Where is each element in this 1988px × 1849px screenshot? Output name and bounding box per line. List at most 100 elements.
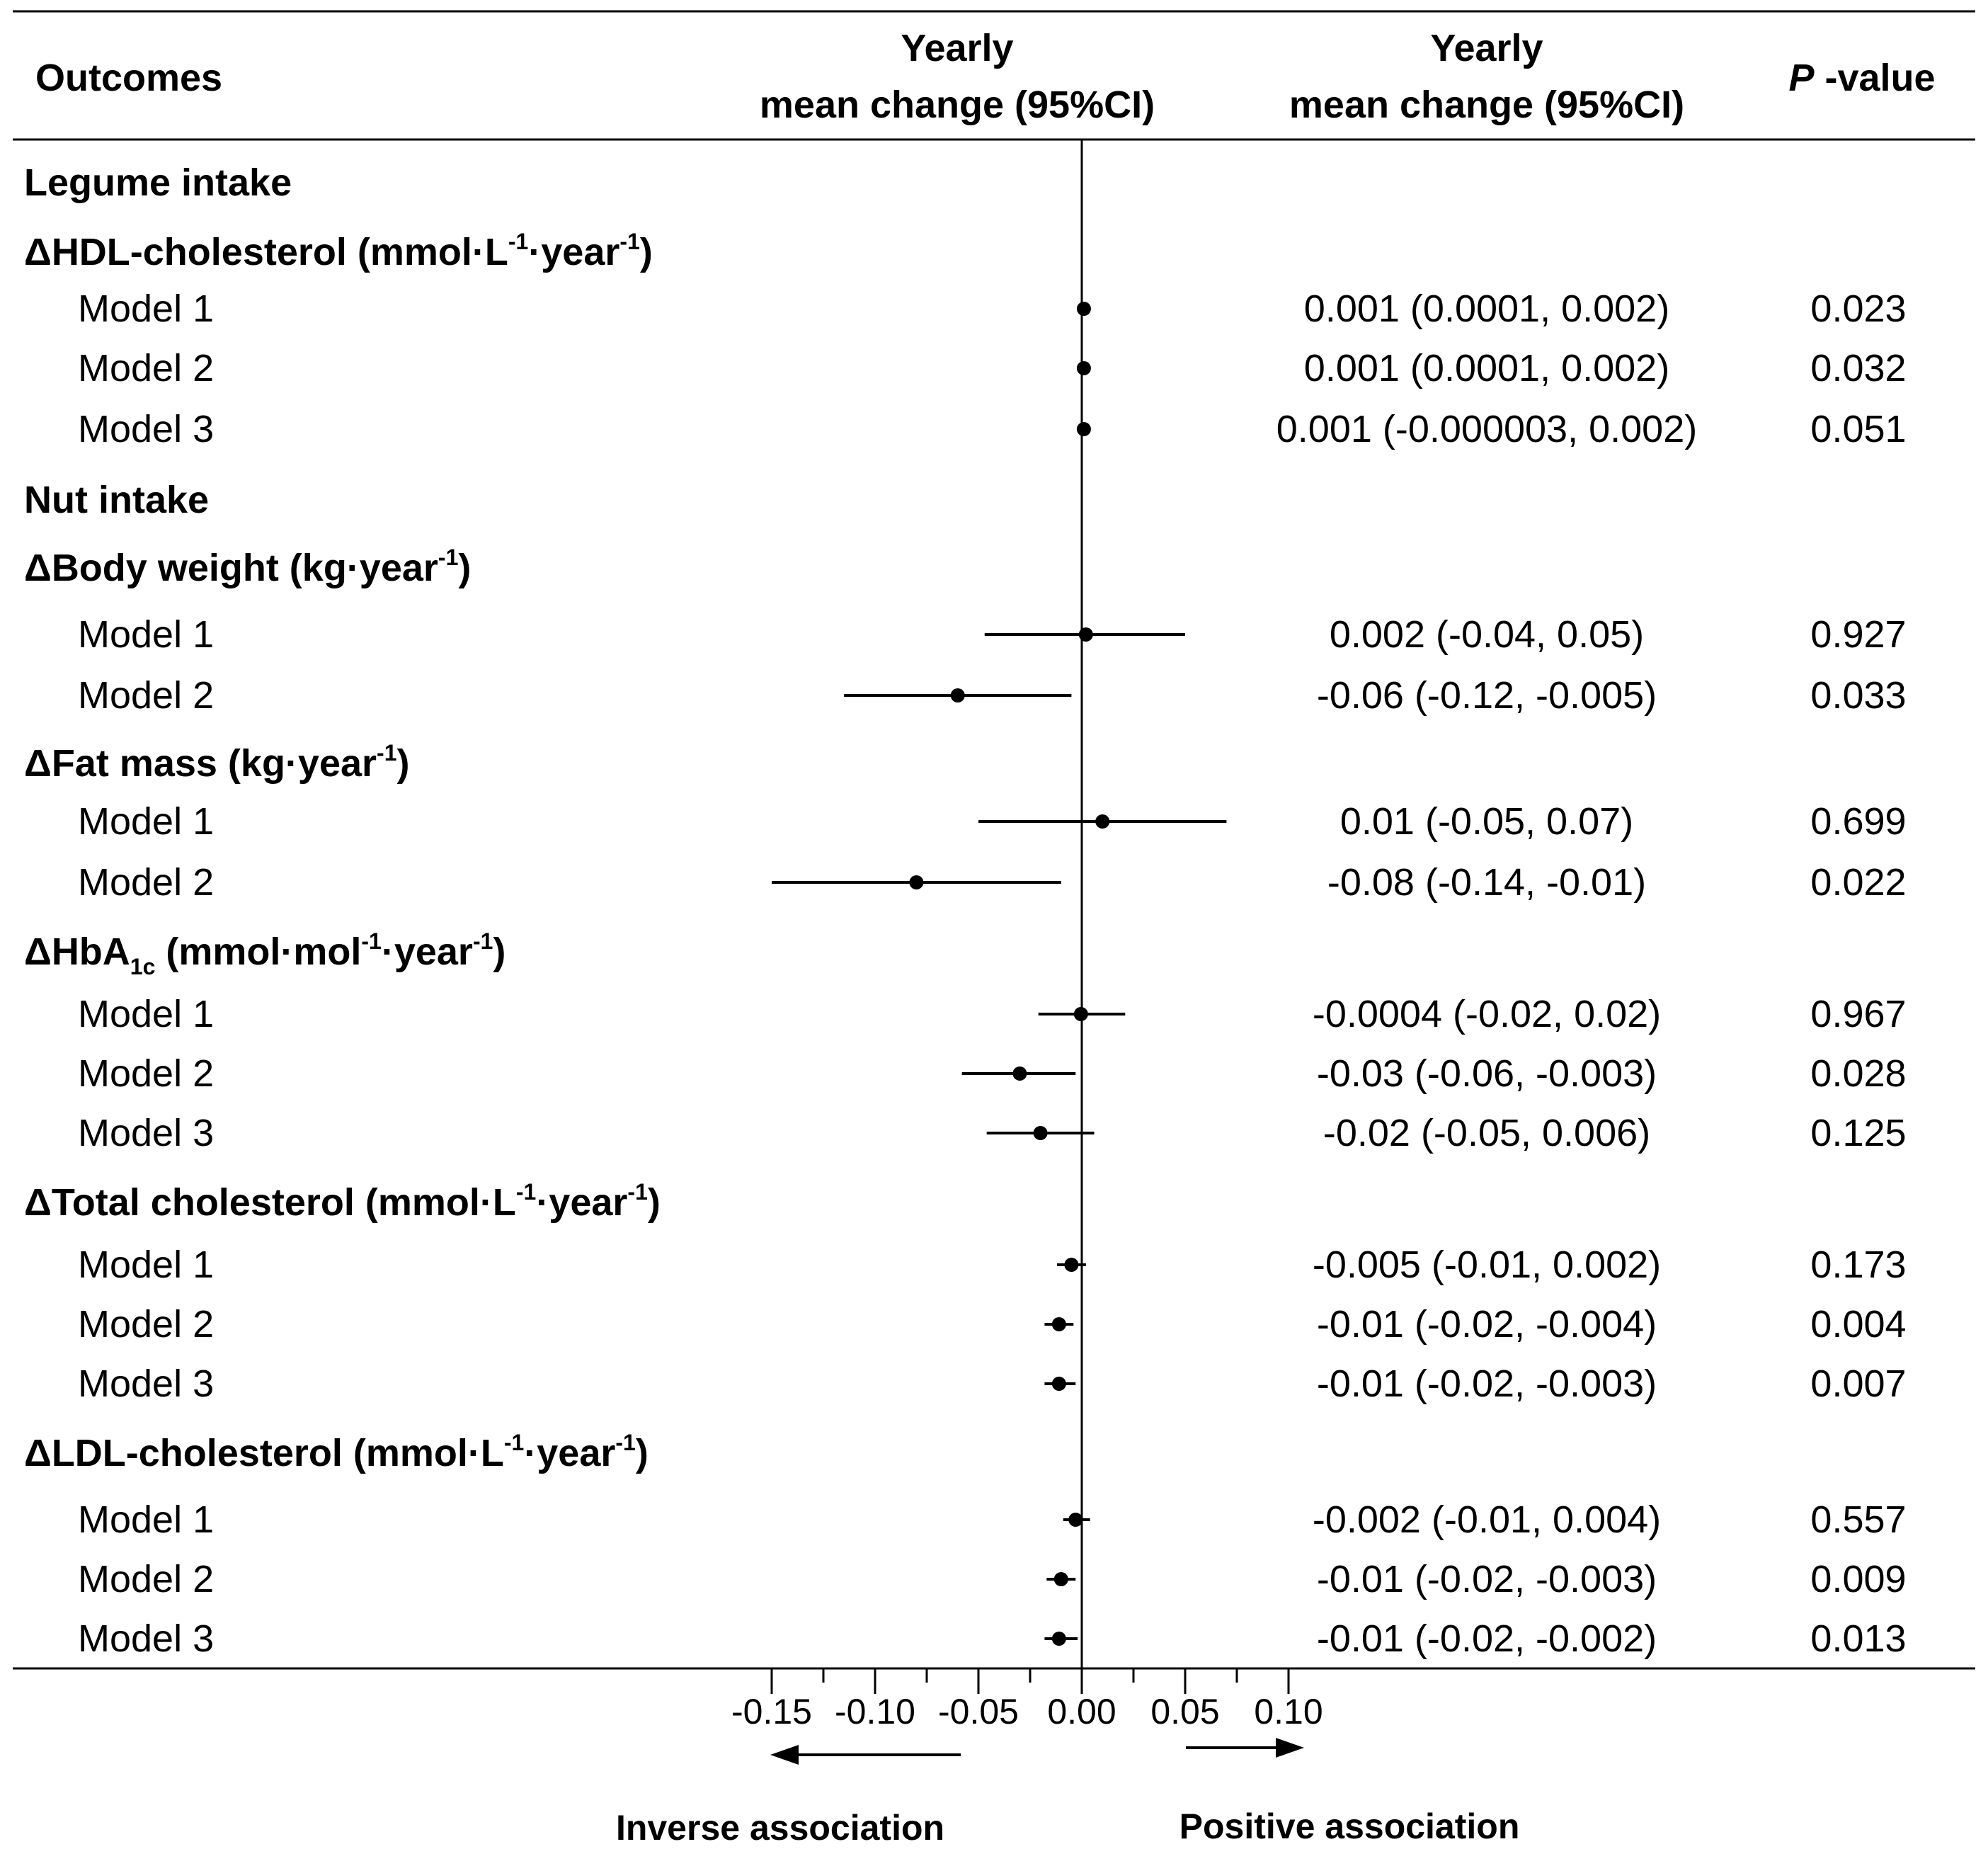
outcome-body-weight: ΔBody weight (kg·year-1) [24, 545, 471, 589]
model-label: Model 2 [78, 347, 214, 389]
p-value: 0.004 [1810, 1303, 1906, 1345]
outcome-ldl-cholesterol: ΔLDL-cholesterol (mmol·L-1·year-1) [24, 1430, 649, 1474]
table-row: Model 2 0.001 (0.0001, 0.002) 0.032 [78, 347, 1907, 389]
estimate-text: -0.02 (-0.05, 0.006) [1323, 1112, 1650, 1154]
estimate-point [1051, 1377, 1066, 1391]
model-label: Model 1 [78, 1244, 214, 1286]
positive-arrowhead [1276, 1738, 1304, 1758]
estimate-text: 0.001 (0.0001, 0.002) [1304, 347, 1669, 389]
x-tick-label: 0.10 [1254, 1692, 1323, 1731]
p-value: 0.007 [1810, 1362, 1906, 1405]
estimate-text: -0.01 (-0.02, -0.002) [1317, 1617, 1657, 1660]
table-row: Model 2 -0.06 (-0.12, -0.005) 0.033 [78, 674, 1907, 717]
estimate-text: -0.01 (-0.02, -0.004) [1317, 1303, 1657, 1345]
table-row: Model 3 -0.01 (-0.02, -0.002) 0.013 [78, 1617, 1907, 1660]
p-value: 0.013 [1810, 1617, 1906, 1660]
estimate-point [1053, 1572, 1068, 1586]
table-row: Model 2 -0.08 (-0.14, -0.01) 0.022 [78, 861, 1907, 904]
x-tick-label: -0.15 [731, 1692, 812, 1731]
estimate-text: 0.001 (0.0001, 0.002) [1304, 288, 1669, 330]
model-label: Model 3 [78, 1112, 214, 1154]
estimate-point [1051, 1317, 1066, 1331]
header-plot-line1: Yearly [901, 27, 1013, 69]
estimate-point [1078, 627, 1093, 642]
estimate-text: -0.03 (-0.06, -0.003) [1317, 1052, 1657, 1095]
estimate-point [1076, 361, 1091, 375]
p-value: 0.033 [1810, 674, 1906, 717]
table-row: Model 2 -0.01 (-0.02, -0.004) 0.004 [78, 1303, 1907, 1345]
table-row: Model 3 -0.01 (-0.02, -0.003) 0.007 [78, 1362, 1907, 1405]
estimate-text: -0.0004 (-0.02, 0.02) [1313, 993, 1661, 1035]
p-value: 0.125 [1810, 1112, 1906, 1154]
header-p-value: P -value [1788, 57, 1935, 99]
estimate-text: -0.002 (-0.01, 0.004) [1313, 1498, 1661, 1541]
estimate-point [1073, 1007, 1088, 1021]
model-label: Model 2 [78, 1558, 214, 1600]
estimate-text: -0.005 (-0.01, 0.002) [1313, 1244, 1661, 1286]
p-value: 0.927 [1810, 613, 1906, 656]
outcome-hba1c: ΔHbA1c (mmol·mol-1·year-1) [24, 928, 505, 979]
table-row: Model 1 0.01 (-0.05, 0.07) 0.699 [78, 800, 1907, 843]
estimate-point [950, 688, 965, 702]
outcome-hdl-cholesterol: ΔHDL-cholesterol (mmol·L-1·year-1) [24, 229, 653, 273]
p-value: 0.051 [1810, 408, 1906, 450]
positive-association-label: Positive association [1179, 1807, 1520, 1846]
model-label: Model 2 [78, 1303, 214, 1345]
header-outcomes: Outcomes [35, 57, 222, 99]
estimate-point [1033, 1126, 1048, 1140]
p-value: 0.022 [1810, 861, 1906, 904]
p-value: 0.032 [1810, 347, 1906, 389]
x-tick-label: 0.00 [1047, 1692, 1116, 1731]
model-label: Model 2 [78, 861, 214, 904]
model-label: Model 1 [78, 993, 214, 1035]
table-row: Model 1 0.002 (-0.04, 0.05) 0.927 [78, 613, 1907, 656]
x-tick-label: -0.10 [835, 1692, 915, 1731]
p-value: 0.023 [1810, 288, 1906, 330]
model-label: Model 1 [78, 800, 214, 843]
estimate-text: -0.06 (-0.12, -0.005) [1317, 674, 1657, 717]
estimate-point [1064, 1258, 1079, 1272]
table-row: Model 1 -0.002 (-0.01, 0.004) 0.557 [78, 1498, 1907, 1541]
p-value: 0.557 [1810, 1498, 1906, 1541]
estimate-point [1076, 422, 1091, 436]
model-label: Model 3 [78, 1617, 214, 1660]
estimate-text: 0.001 (-0.000003, 0.002) [1276, 408, 1697, 450]
p-value: 0.173 [1810, 1244, 1906, 1286]
x-tick-label: 0.05 [1150, 1692, 1219, 1731]
header-plot-line2: mean change (95%CI) [760, 84, 1155, 126]
outcome-fat-mass: ΔFat mass (kg·year-1) [24, 740, 409, 785]
estimate-point [909, 875, 924, 889]
model-label: Model 2 [78, 674, 214, 717]
model-label: Model 3 [78, 408, 214, 450]
section-nut-intake: Nut intake [24, 479, 209, 521]
estimate-text: -0.08 (-0.14, -0.01) [1327, 861, 1646, 904]
model-label: Model 2 [78, 1052, 214, 1095]
model-label: Model 1 [78, 288, 214, 330]
table-row: Model 1 -0.005 (-0.01, 0.002) 0.173 [78, 1244, 1907, 1286]
section-legume-intake: Legume intake [24, 161, 292, 204]
inverse-arrowhead [770, 1745, 799, 1765]
x-tick-label: -0.05 [938, 1692, 1019, 1731]
p-value: 0.699 [1810, 800, 1906, 843]
table-row: Model 1 0.001 (0.0001, 0.002) 0.023 [78, 288, 1907, 330]
header-value-line1: Yearly [1430, 27, 1543, 69]
table-row: Model 1 -0.0004 (-0.02, 0.02) 0.967 [78, 993, 1907, 1035]
estimate-point [1095, 814, 1110, 829]
outcome-total-cholesterol: ΔTotal cholesterol (mmol·L-1·year-1) [24, 1179, 661, 1224]
model-label: Model 1 [78, 613, 214, 656]
table-row: Model 3 -0.02 (-0.05, 0.006) 0.125 [78, 1112, 1907, 1154]
model-label: Model 3 [78, 1362, 214, 1405]
p-value: 0.967 [1810, 993, 1906, 1035]
estimate-point [1051, 1632, 1066, 1646]
estimate-point [1068, 1513, 1083, 1527]
table-row: Model 3 0.001 (-0.000003, 0.002) 0.051 [78, 408, 1907, 450]
estimate-text: -0.01 (-0.02, -0.003) [1317, 1558, 1657, 1600]
estimate-point [1012, 1066, 1027, 1081]
estimate-text: -0.01 (-0.02, -0.003) [1317, 1362, 1657, 1405]
estimate-text: 0.002 (-0.04, 0.05) [1330, 613, 1644, 656]
p-value: 0.009 [1810, 1558, 1906, 1600]
estimate-point [1076, 302, 1091, 316]
estimate-text: 0.01 (-0.05, 0.07) [1340, 800, 1633, 843]
inverse-association-label: Inverse association [616, 1808, 944, 1848]
